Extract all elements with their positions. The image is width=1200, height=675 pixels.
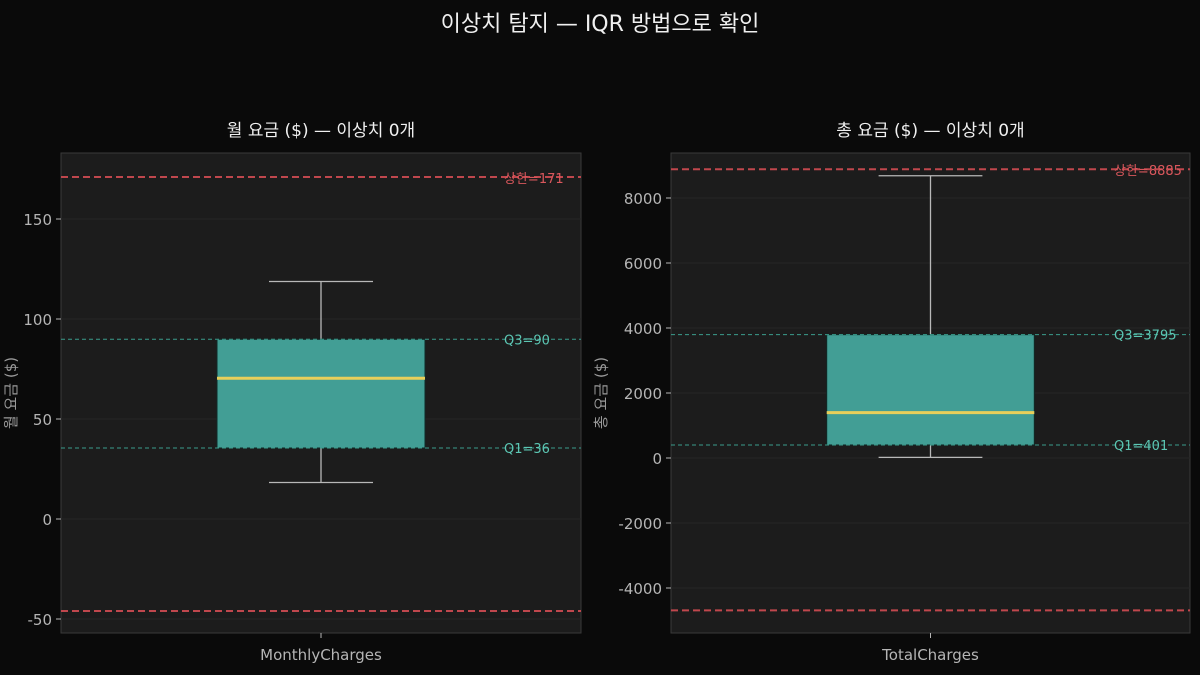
y-axis-label: 총 요금 ($) <box>592 357 610 429</box>
y-tick-label: -50 <box>28 611 53 629</box>
y-tick-label: 50 <box>33 411 52 429</box>
boxplot-panel-totalcharges: -4000 -2000 0 2000 4000 6000 8000 TotalCharges 총… <box>592 121 1191 664</box>
y-axis-label: 월 요금 ($) <box>2 357 20 429</box>
x-tick-label: TotalCharges <box>881 646 979 664</box>
q1-label: Q1=401 <box>1114 439 1168 454</box>
y-tick-label: 8000 <box>624 190 662 208</box>
q3-label: Q3=90 <box>504 333 550 348</box>
subplot-title: 월 요금 ($) — 이상치 0개 <box>227 121 415 141</box>
y-tick-label: 4000 <box>624 320 662 338</box>
y-tick-label: -2000 <box>618 515 662 533</box>
y-tick-label: 150 <box>23 211 52 229</box>
figure-title: 이상치 탐지 — IQR 방법으로 확인 <box>440 12 760 37</box>
y-tick-label: 2000 <box>624 385 662 403</box>
boxplot-panel-monthlycharges: -50 0 50 100 150 MonthlyCharges 월 요금 ($) 월 요금 (… <box>2 121 582 664</box>
iqr-box <box>216 338 426 449</box>
subplot-title: 총 요금 ($) — 이상치 0개 <box>836 121 1024 141</box>
q1-label: Q1=36 <box>504 442 550 457</box>
upper-bound-label: 상한=8885 <box>1114 164 1182 179</box>
y-tick-label: 0 <box>652 450 662 468</box>
iqr-box <box>826 334 1035 446</box>
upper-bound-label: 상한=171 <box>504 172 564 187</box>
y-tick-label: 100 <box>23 311 52 329</box>
y-tick-label: 0 <box>42 511 52 529</box>
q3-label: Q3=3795 <box>1114 329 1176 344</box>
y-tick-label: -4000 <box>618 580 662 598</box>
x-tick-label: MonthlyCharges <box>260 646 382 664</box>
y-tick-label: 6000 <box>624 255 662 273</box>
